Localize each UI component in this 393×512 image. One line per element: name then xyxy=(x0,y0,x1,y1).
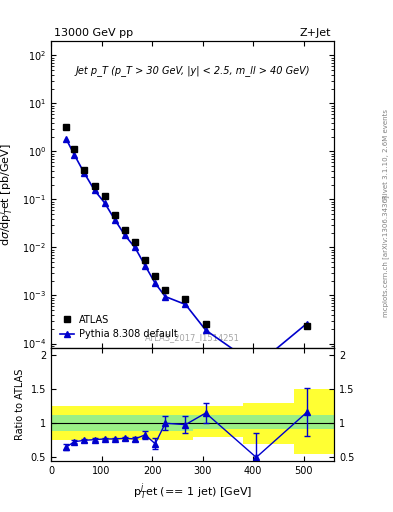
ATLAS xyxy=(123,227,127,233)
Pythia 8.308 default xyxy=(82,170,87,177)
ATLAS xyxy=(183,296,188,302)
X-axis label: p$_T^{j}$et (== 1 jet) [GeV]: p$_T^{j}$et (== 1 jet) [GeV] xyxy=(133,481,252,502)
ATLAS xyxy=(163,287,168,293)
ATLAS xyxy=(72,146,77,153)
Pythia 8.308 default xyxy=(132,244,137,250)
ATLAS xyxy=(112,211,117,218)
Text: Jet p_T (p_T > 30 GeV, |y| < 2.5, m_ll > 40 GeV): Jet p_T (p_T > 30 GeV, |y| < 2.5, m_ll >… xyxy=(75,66,310,76)
Pythia 8.308 default xyxy=(123,232,127,238)
Y-axis label: Ratio to ATLAS: Ratio to ATLAS xyxy=(15,369,25,440)
ATLAS xyxy=(143,257,147,263)
Pythia 8.308 default xyxy=(64,136,69,142)
Text: 13000 GeV pp: 13000 GeV pp xyxy=(54,28,133,38)
ATLAS xyxy=(64,124,69,130)
Pythia 8.308 default xyxy=(102,200,107,206)
Pythia 8.308 default xyxy=(183,302,188,308)
Line: Pythia 8.308 default: Pythia 8.308 default xyxy=(63,136,310,369)
ATLAS xyxy=(203,321,208,327)
ATLAS xyxy=(254,355,259,361)
Pythia 8.308 default xyxy=(305,321,309,327)
Text: Rivet 3.1.10, 2.6M events: Rivet 3.1.10, 2.6M events xyxy=(383,109,389,199)
Pythia 8.308 default xyxy=(203,327,208,333)
Pythia 8.308 default xyxy=(163,293,168,300)
Text: Z+Jet: Z+Jet xyxy=(300,28,331,38)
Pythia 8.308 default xyxy=(153,280,158,286)
ATLAS xyxy=(132,239,137,245)
ATLAS xyxy=(305,323,309,329)
Text: ATLAS_2017_I1514251: ATLAS_2017_I1514251 xyxy=(145,333,240,342)
ATLAS xyxy=(102,193,107,199)
Pythia 8.308 default xyxy=(72,152,77,158)
Y-axis label: d$\sigma$/dp$_T^{j}$et [pb/GeV]: d$\sigma$/dp$_T^{j}$et [pb/GeV] xyxy=(0,143,17,246)
Line: ATLAS: ATLAS xyxy=(63,124,310,361)
Pythia 8.308 default xyxy=(112,217,117,223)
Pythia 8.308 default xyxy=(143,263,147,269)
Pythia 8.308 default xyxy=(92,187,97,194)
ATLAS xyxy=(153,273,158,280)
ATLAS xyxy=(82,166,87,173)
Legend: ATLAS, Pythia 8.308 default: ATLAS, Pythia 8.308 default xyxy=(56,311,182,344)
ATLAS xyxy=(92,183,97,189)
Pythia 8.308 default xyxy=(254,362,259,369)
Text: mcplots.cern.ch [arXiv:1306.3436]: mcplots.cern.ch [arXiv:1306.3436] xyxy=(382,195,389,317)
